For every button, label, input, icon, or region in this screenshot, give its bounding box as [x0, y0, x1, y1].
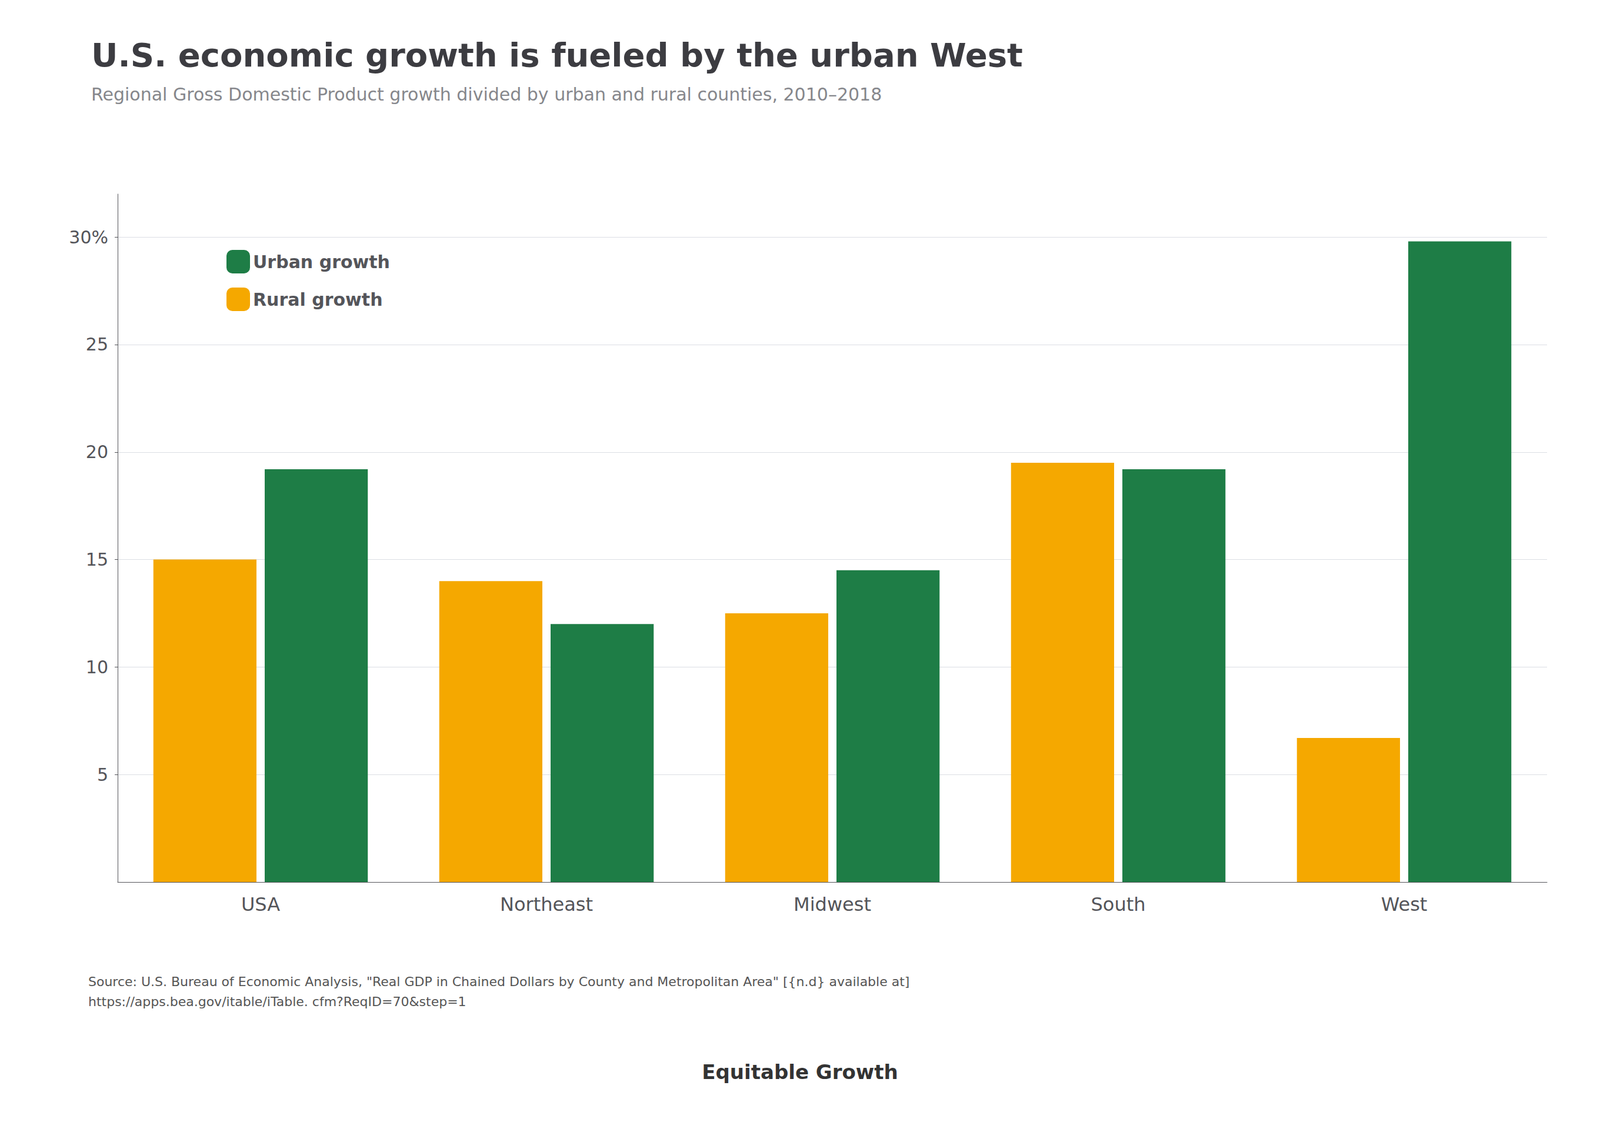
- svg-text:USA: USA: [241, 893, 280, 916]
- svg-text:30%: 30%: [68, 227, 109, 248]
- svg-text:Source: U.S. Bureau of Economi: Source: U.S. Bureau of Economic Analysis…: [88, 974, 910, 990]
- svg-text:South: South: [1091, 893, 1146, 916]
- svg-text:10: 10: [85, 657, 109, 678]
- svg-text:15: 15: [85, 549, 109, 570]
- svg-text:20: 20: [85, 441, 109, 463]
- svg-text:Midwest: Midwest: [793, 893, 872, 916]
- svg-text:25: 25: [85, 334, 109, 355]
- svg-text:Regional Gross Domestic Produc: Regional Gross Domestic Product growth d…: [91, 84, 882, 105]
- svg-text:West: West: [1381, 893, 1428, 916]
- svg-text:5: 5: [97, 764, 109, 786]
- svg-text:Urban growth: Urban growth: [252, 251, 390, 273]
- svg-text:Rural growth: Rural growth: [252, 289, 383, 310]
- svg-text:https://apps.bea.gov/itable/iT: https://apps.bea.gov/itable/iTable. cfm?…: [88, 994, 467, 1010]
- svg-text:U.S. economic growth is fueled: U.S. economic growth is fueled by the ur…: [91, 35, 1023, 75]
- svg-text:Northeast: Northeast: [500, 893, 593, 916]
- svg-text:Equitable Growth: Equitable Growth: [701, 1060, 898, 1085]
